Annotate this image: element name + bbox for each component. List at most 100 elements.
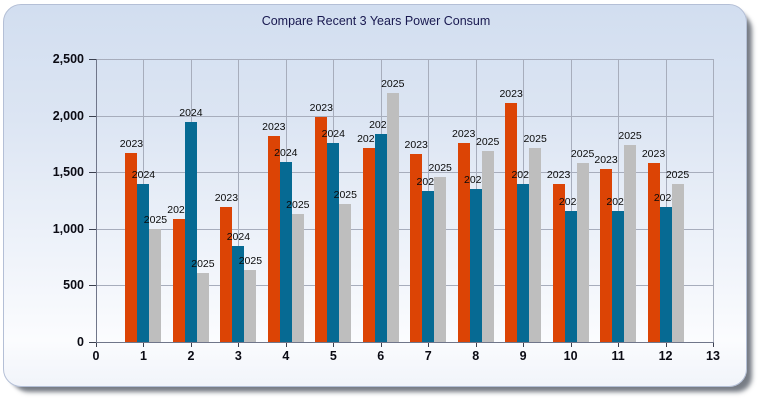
bar-2024-month-12 <box>659 207 672 342</box>
bar-2024-month-1 <box>137 183 150 342</box>
y-axis-tick <box>89 285 96 287</box>
x-axis-tick <box>333 343 335 347</box>
x-tick-label: 2 <box>187 349 195 363</box>
y-tick-label: 1,500 <box>52 165 84 180</box>
x-tick-label: 13 <box>706 349 720 363</box>
x-tick-label: 12 <box>658 349 673 363</box>
bar-label: 2025 <box>333 188 357 201</box>
bar-label: 2023 <box>309 101 333 114</box>
bar-label: 2025 <box>191 257 215 270</box>
y-axis-tick <box>89 115 96 117</box>
x-axis-tick <box>238 343 240 347</box>
grid-line-vertical <box>238 59 240 342</box>
bar-2025-month-6 <box>386 92 399 342</box>
x-axis-tick <box>285 343 287 347</box>
bar-2025-month-4 <box>291 214 304 342</box>
bar-2023-month-4 <box>267 135 280 342</box>
bar-2025-month-2 <box>196 272 209 342</box>
x-axis-tick <box>190 343 192 347</box>
bar-label: 2025 <box>476 135 500 148</box>
bar-label: 2024 <box>131 168 156 181</box>
bar-label: 2024 <box>416 176 440 189</box>
bar-label: 2023 <box>357 133 381 146</box>
bar-label: 2024 <box>653 192 678 205</box>
bar-2025-month-3 <box>244 269 257 342</box>
bar-label: 2024 <box>369 118 393 131</box>
x-tick-label: 11 <box>611 349 625 363</box>
grid-line-horizontal <box>96 285 713 287</box>
x-tick-label: 5 <box>329 349 337 363</box>
bar-2023-month-10 <box>552 183 565 342</box>
bar-2024-month-4 <box>279 162 292 342</box>
x-tick-label: 0 <box>92 349 100 363</box>
bar-label: 2023 <box>119 137 144 150</box>
grid-line-vertical <box>665 59 667 342</box>
bar-2023-month-8 <box>457 142 470 342</box>
bar-label: 2024 <box>606 195 630 208</box>
bar-label: 2025 <box>665 168 690 181</box>
chart-title: Compare Recent 3 Years Power Consum <box>261 14 491 28</box>
bar-2024-month-10 <box>564 210 577 342</box>
bar-label: 2023 <box>499 88 523 101</box>
x-tick-label: 1 <box>139 349 147 363</box>
x-axis-tick <box>570 343 572 347</box>
bar-label: 2023 <box>452 127 476 140</box>
x-axis-tick <box>523 343 525 347</box>
bar-2024-month-11 <box>612 210 625 342</box>
bar-2023-month-1 <box>125 152 138 342</box>
bar-label: 2024 <box>321 127 345 140</box>
bar-label: 2023 <box>546 168 571 181</box>
bar-2024-month-9 <box>517 183 530 342</box>
bar-2025-month-10 <box>576 163 589 342</box>
bar-2023-month-3 <box>220 207 233 342</box>
bar-label: 2025 <box>428 161 452 174</box>
bar-2023-month-7 <box>410 154 423 342</box>
bar-2024-month-5 <box>327 142 340 342</box>
grid-line-horizontal <box>96 172 713 174</box>
x-axis-tick <box>665 343 667 347</box>
bar-label: 2024 <box>558 195 583 208</box>
bar-2023-month-12 <box>647 163 660 342</box>
bar-2025-month-9 <box>529 148 542 342</box>
bar-2025-month-8 <box>481 150 494 342</box>
y-tick-label: 1,000 <box>52 221 84 236</box>
y-axis-tick <box>89 59 96 60</box>
bar-label: 2025 <box>286 199 310 212</box>
x-axis-tick <box>618 343 620 347</box>
x-axis-tick <box>380 343 382 347</box>
bar-label: 2023 <box>214 192 239 205</box>
bar-2024-month-8 <box>469 189 482 342</box>
x-tick-label: 4 <box>282 349 290 363</box>
bar-2024-month-2 <box>184 122 197 342</box>
grid-line-vertical <box>570 59 572 342</box>
x-axis-tick <box>475 343 477 347</box>
x-tick-label: 3 <box>234 349 242 363</box>
y-axis-tick <box>89 342 96 343</box>
x-axis-tick <box>143 343 145 347</box>
bar-label: 2025 <box>143 213 168 226</box>
bar-label: 2023 <box>404 139 428 152</box>
bar-2025-month-5 <box>339 203 352 342</box>
y-tick-label: 500 <box>63 278 84 293</box>
bar-2024-month-6 <box>374 133 387 342</box>
bar-label: 2025 <box>618 130 642 143</box>
x-tick-label: 6 <box>377 349 385 363</box>
bar-label: 2024 <box>274 147 298 159</box>
x-axis-tick <box>713 343 714 347</box>
y-tick-label: 2,500 <box>52 52 84 66</box>
grid-line-horizontal <box>96 228 713 230</box>
bar-2024-month-3 <box>232 245 245 342</box>
bar-label: 2023 <box>594 153 618 166</box>
x-axis-line <box>96 342 714 343</box>
x-axis-tick <box>428 343 430 347</box>
bar-label: 2023 <box>262 120 286 133</box>
grid-line-horizontal <box>96 115 713 117</box>
y-tick-label: 0 <box>77 335 84 349</box>
y-axis-line <box>96 59 97 343</box>
bar-label: 2024 <box>464 174 488 187</box>
bar-label: 2024 <box>226 230 251 243</box>
x-tick-label: 10 <box>563 349 578 363</box>
bar-2023-month-9 <box>505 103 518 342</box>
